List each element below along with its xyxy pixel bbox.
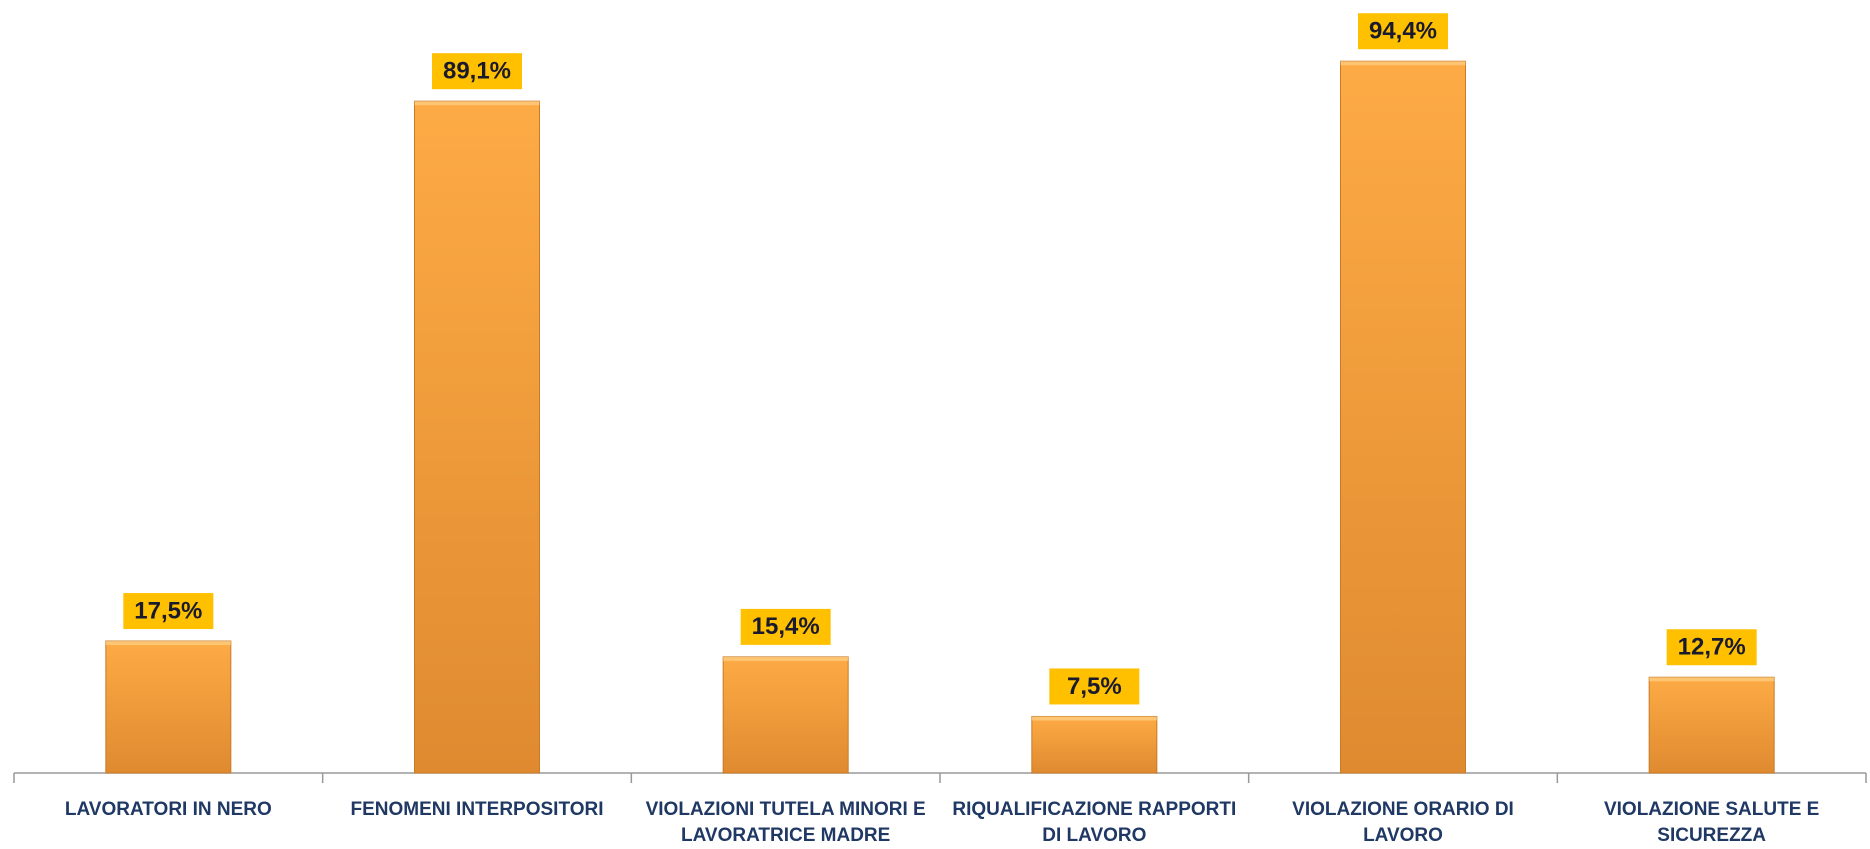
bar-highlight bbox=[1649, 677, 1775, 682]
bar bbox=[414, 100, 540, 774]
value-label-box bbox=[1049, 668, 1140, 705]
x-tick-label: VIOLAZIONE SALUTE E SICUREZZA bbox=[1603, 799, 1820, 846]
x-tick-label: VIOLAZIONI TUTELA MINORI E LAVORATRICE M… bbox=[645, 799, 926, 846]
value-label: 17,5% bbox=[134, 597, 202, 624]
bar-highlight bbox=[414, 101, 540, 106]
bar bbox=[1031, 715, 1158, 774]
value-label: 7,5% bbox=[1067, 673, 1122, 700]
x-tick-label: VIOLAZIONE ORARIO DI LAVORO bbox=[1292, 799, 1514, 846]
x-tick-label: FENOMENI INTERPOSITORI bbox=[350, 799, 604, 820]
value-label-box bbox=[1666, 629, 1757, 666]
x-tick-label: RIQUALIFICAZIONE RAPPORTI DI LAVORO bbox=[952, 799, 1237, 846]
bar bbox=[105, 640, 232, 774]
bar bbox=[722, 656, 849, 774]
value-label-box bbox=[123, 593, 214, 630]
bar-highlight bbox=[723, 656, 849, 661]
bar-highlight bbox=[1031, 716, 1157, 721]
x-tick-label: LAVORATORI IN NERO bbox=[64, 799, 272, 820]
bar-highlight bbox=[1340, 61, 1466, 66]
value-label-box bbox=[1358, 13, 1448, 50]
value-label: 94,4% bbox=[1369, 18, 1437, 45]
bar bbox=[1648, 676, 1775, 774]
bar bbox=[1340, 60, 1466, 774]
value-label-box bbox=[432, 53, 522, 90]
value-label: 89,1% bbox=[443, 58, 511, 85]
value-label-box bbox=[740, 608, 831, 645]
value-label: 12,7% bbox=[1678, 634, 1746, 661]
value-label: 15,4% bbox=[752, 613, 820, 640]
bar-highlight bbox=[105, 641, 231, 646]
